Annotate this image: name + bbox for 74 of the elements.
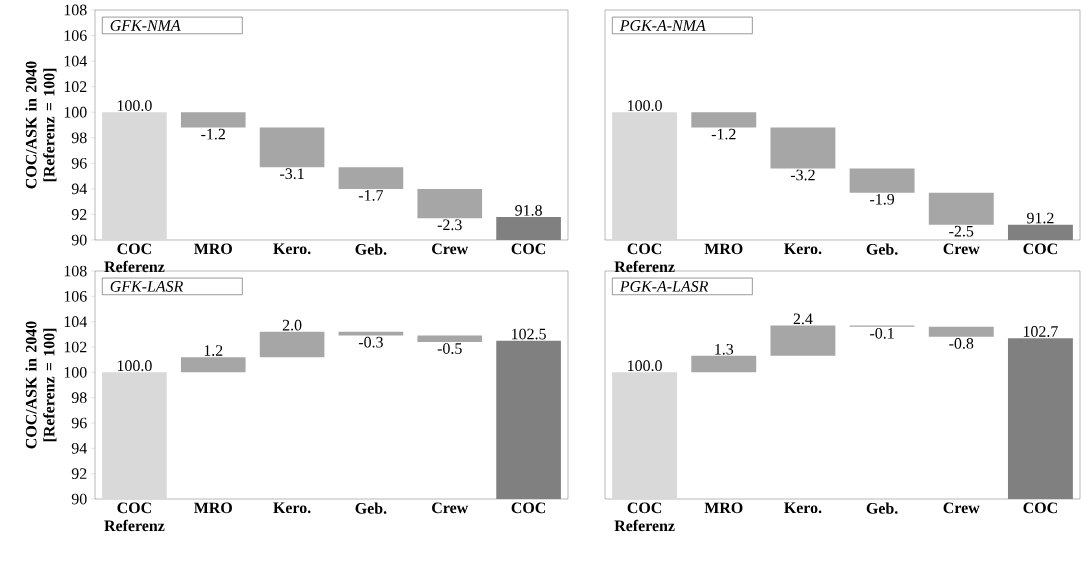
y-tick-label: 108 — [64, 265, 87, 277]
data-label: 100.0 — [117, 360, 152, 372]
x-tick-label: COC Referenz — [104, 243, 165, 273]
data-label: 102.5 — [512, 328, 546, 340]
y-tick-label: 92 — [71, 209, 87, 220]
x-tick-label: MRO — [704, 502, 743, 514]
y-tick-label: 102 — [64, 81, 87, 93]
data-label: -2.3 — [437, 219, 462, 231]
x-tick-label: Kero. — [273, 502, 311, 514]
x-tick-label: COC Referenz — [614, 502, 675, 532]
y-tick-label: 96 — [71, 157, 87, 169]
data-label: -0.8 — [949, 338, 974, 349]
data-label: 100.0 — [628, 360, 662, 372]
x-tick-label: COC — [1023, 502, 1057, 514]
x-tick-label: COC — [511, 243, 546, 255]
data-label: -0.3 — [358, 336, 383, 348]
data-label: 100.0 — [628, 100, 662, 112]
y-tick-label: 98 — [71, 392, 87, 404]
chart-title: PGK-A-NMA — [619, 20, 706, 31]
x-tick-label: COC Referenz — [104, 502, 165, 532]
data-label: 91.8 — [515, 204, 542, 216]
y-tick-label: 104 — [64, 316, 87, 328]
y-tick-label: 96 — [71, 417, 87, 429]
y-tick-label: 90 — [71, 493, 87, 505]
data-label: -3.1 — [280, 168, 304, 180]
y-tick-label: 92 — [71, 468, 87, 480]
data-label: -1.2 — [201, 128, 225, 140]
data-label: -0.5 — [437, 343, 462, 354]
data-label: -0.1 — [870, 327, 894, 339]
y-tick-label: 106 — [64, 30, 87, 41]
data-label: 102.7 — [1023, 326, 1058, 337]
y-tick-label: 100 — [64, 366, 87, 378]
data-label: 91.2 — [1027, 212, 1054, 224]
x-tick-label: Crew — [943, 243, 980, 255]
x-tick-label: COC — [1023, 243, 1057, 255]
chart-title: PGK-A-LASR — [619, 281, 709, 292]
x-tick-label: Geb. — [866, 243, 898, 255]
y-axis-title: COC/ASK in 2040 [Referenz = 100] — [25, 61, 57, 189]
x-tick-label: Kero. — [784, 243, 822, 255]
data-label: 2.0 — [282, 319, 302, 331]
x-tick-label: MRO — [194, 243, 232, 255]
y-tick-label: 90 — [71, 234, 87, 246]
x-tick-label: MRO — [704, 243, 743, 255]
x-tick-label: COC — [511, 502, 546, 514]
chart-title: GFK-NMA — [110, 20, 181, 31]
y-tick-label: 94 — [71, 183, 87, 195]
data-label: 2.4 — [793, 313, 813, 325]
y-tick-label: 102 — [64, 341, 87, 353]
x-tick-label: Kero. — [784, 502, 822, 514]
data-label: -1.7 — [358, 190, 384, 201]
y-tick-label: 106 — [64, 290, 87, 302]
x-tick-label: Geb. — [355, 502, 387, 514]
x-tick-label: Kero. — [273, 243, 311, 255]
chart-title: GFK-LASR — [110, 281, 184, 292]
x-tick-label: COC Referenz — [614, 243, 675, 273]
x-tick-label: Geb. — [866, 502, 898, 514]
y-tick-label: 94 — [71, 442, 87, 454]
x-tick-label: Geb. — [355, 243, 387, 255]
y-tick-label: 100 — [64, 106, 87, 118]
data-label: -1.2 — [711, 128, 736, 140]
y-tick-label: 108 — [64, 4, 87, 16]
x-tick-label: Crew — [432, 502, 469, 514]
data-label: -1.9 — [870, 193, 895, 205]
data-label: -2.5 — [949, 225, 974, 237]
x-tick-label: Crew — [943, 502, 980, 514]
data-label: -3.2 — [790, 169, 815, 181]
x-tick-label: MRO — [194, 502, 232, 514]
y-tick-label: 104 — [64, 55, 87, 67]
data-label: 100.0 — [117, 100, 152, 112]
x-tick-label: Crew — [432, 243, 469, 255]
y-tick-label: 98 — [71, 132, 87, 144]
data-label: 1.2 — [204, 345, 223, 356]
y-axis-title: COC/ASK in 2040 [Referenz = 100] — [25, 321, 57, 449]
data-label: 1.3 — [715, 343, 734, 355]
